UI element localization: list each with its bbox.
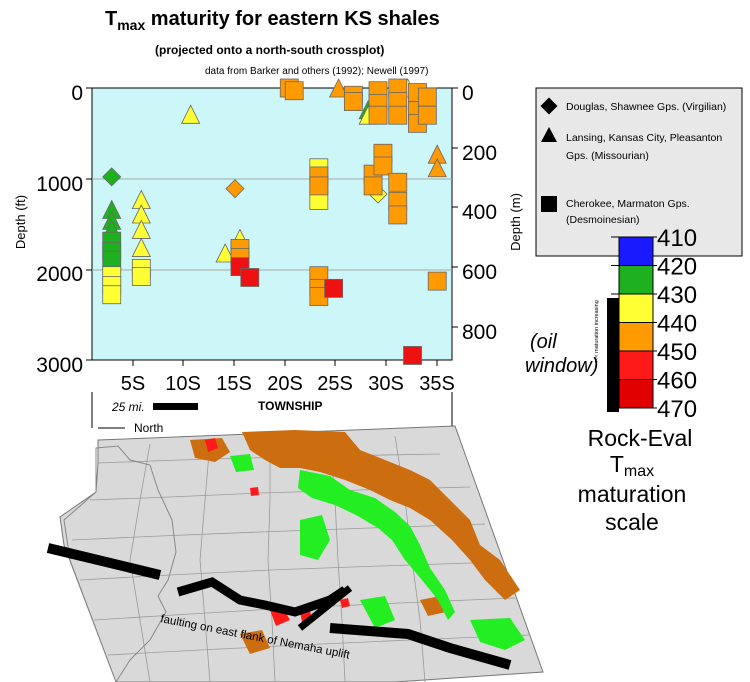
right-tick-label: 0 — [462, 82, 474, 105]
chart-title: Tmax maturity for eastern KS shales — [105, 8, 440, 33]
left-axis: 0 1000 2000 3000 — [36, 82, 92, 377]
left-tick-label: 0 — [71, 82, 83, 105]
right-axis: 0 200 400 600 800 — [452, 82, 497, 344]
square-marker — [388, 105, 408, 125]
north-label: North — [134, 421, 163, 435]
legend-marker-square — [541, 196, 557, 212]
square-marker — [343, 92, 363, 111]
triangle-marker — [328, 78, 349, 98]
x-tick-label: 15S — [216, 373, 252, 395]
left-tick-label: 3000 — [36, 354, 83, 377]
scale-title: Rock-Eval — [588, 425, 693, 451]
fault-line — [46, 543, 162, 580]
square-marker — [388, 205, 408, 225]
data-markers — [102, 78, 447, 365]
chart-source: data from Barker and others (1992); Newe… — [205, 66, 428, 77]
map: North faulting on east flank of Nemaha u… — [46, 392, 544, 682]
square-marker — [324, 278, 344, 298]
triangle-marker — [427, 157, 447, 178]
scale-title: scale — [605, 509, 659, 535]
legend-marker-triangle — [541, 127, 557, 142]
triangle-marker — [131, 237, 151, 257]
square-marker — [417, 105, 437, 125]
legend: Douglas, Shawnee Gps. (Virgilian) Lansin… — [535, 87, 743, 257]
scale-title: maturation — [578, 481, 687, 507]
scale-label: 450 — [657, 339, 697, 366]
legend-label-line2: Gps. (Missourian) — [566, 150, 649, 162]
scale-label: 440 — [657, 311, 697, 338]
green-outcrop — [298, 470, 455, 620]
legend-label: Douglas, Shawnee Gps. (Virgilian) — [566, 101, 726, 113]
outlined-region — [63, 445, 177, 682]
square-marker — [368, 105, 388, 125]
y-axis-label-right: Depth (m) — [508, 193, 523, 251]
orange-outcrop — [242, 430, 520, 600]
diamond-marker — [225, 179, 245, 199]
scale-band — [618, 379, 654, 409]
x-tick-label: 10S — [165, 373, 201, 395]
scale-band — [618, 322, 654, 352]
x-tick-label: 25S — [317, 373, 353, 395]
scale-label: 470 — [657, 396, 697, 423]
triangle-marker — [180, 104, 201, 124]
left-tick-label: 2000 — [36, 263, 83, 286]
scale-bar — [153, 403, 198, 410]
triangle-marker — [215, 243, 235, 263]
scale-band — [618, 265, 654, 295]
square-marker — [388, 172, 408, 192]
x-tick-label: 35S — [419, 373, 455, 395]
scale-bar-label: 25 mi. — [111, 400, 145, 414]
square-marker — [427, 271, 447, 291]
scale-band — [618, 350, 654, 380]
square-marker — [284, 81, 304, 101]
oil-window-label: window) — [525, 355, 598, 377]
oil-window-label: (oil — [530, 331, 557, 353]
square-marker — [403, 346, 422, 365]
fault-line — [329, 623, 512, 670]
legend-marker-diamond — [540, 97, 558, 115]
x-tick-label: 20S — [267, 373, 303, 395]
legend-label-line1: Lansing, Kansas City, Pleasanton — [566, 132, 722, 144]
red-outcrop — [205, 438, 218, 452]
right-tick-label: 400 — [462, 201, 497, 224]
right-tick-label: 800 — [462, 321, 497, 344]
square-marker — [373, 156, 393, 176]
right-tick-label: 600 — [462, 261, 497, 284]
scale-label: 430 — [657, 282, 697, 309]
square-marker — [363, 176, 383, 196]
square-marker — [240, 268, 260, 287]
right-tick-label: 200 — [462, 142, 497, 165]
square-marker — [309, 176, 329, 196]
scale-label: 420 — [657, 254, 697, 281]
chart-subtitle: (projected onto a north-south crossplot) — [155, 43, 384, 57]
maturation-arrow-text: <<< maturation increasing — [594, 300, 600, 364]
left-tick-label: 1000 — [36, 173, 83, 196]
y-axis-label-left: Depth (ft) — [13, 195, 28, 249]
square-marker — [417, 87, 437, 107]
scale-band — [618, 236, 654, 266]
oil-window-bar — [607, 298, 619, 412]
x-tick-label: 5S — [121, 373, 145, 395]
scale-label: 460 — [657, 368, 697, 395]
square-marker — [131, 267, 151, 286]
legend-label-line1: Cherokee, Marmaton Gps. — [566, 198, 690, 210]
scale-title: Tmax — [610, 451, 654, 480]
legend-label-line2: (Desmoinesian) — [566, 214, 640, 226]
scale-label: 410 — [657, 225, 697, 252]
diamond-marker — [102, 167, 122, 187]
scale-band — [618, 293, 654, 323]
x-axis: 5S 10S 15S 20S 25S 30S 35S TOWNSHIP 25 m… — [92, 359, 455, 414]
x-tick-label: 30S — [368, 373, 404, 395]
x-axis-label: TOWNSHIP — [258, 399, 322, 413]
square-marker — [102, 285, 122, 305]
fault-line — [297, 585, 353, 631]
